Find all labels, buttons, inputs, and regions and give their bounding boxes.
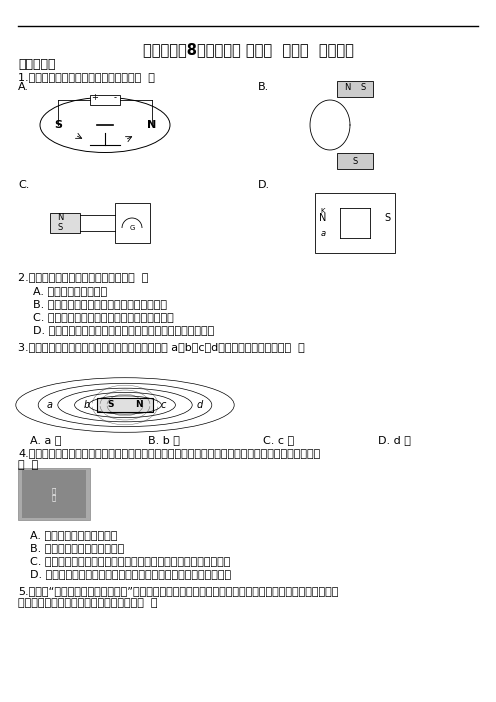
Text: 2.关于电磁现象，下列说法正确的是（  ）: 2.关于电磁现象，下列说法正确的是（ ） bbox=[18, 272, 148, 282]
Text: 3.如图所示的是条形磁体周围的磁感线分布图，在 a、b、c、d四点中，磁场最强的是（  ）: 3.如图所示的是条形磁体周围的磁感线分布图，在 a、b、c、d四点中，磁场最强的… bbox=[18, 342, 305, 352]
Text: A. 钙制品很容易被磁化: A. 钙制品很容易被磁化 bbox=[33, 286, 107, 296]
Text: C. 要使盆栽与底座之间距离不变，可改变电磁铁线圈内的电流方向: C. 要使盆栽与底座之间距离不变，可改变电磁铁线圈内的电流方向 bbox=[30, 556, 230, 566]
Text: S: S bbox=[384, 213, 390, 223]
Text: D. d 点: D. d 点 bbox=[378, 435, 411, 445]
Text: A. a 点: A. a 点 bbox=[30, 435, 62, 445]
Text: B. 电磁继电器中的铁芯，可以用永磁体代替: B. 电磁继电器中的铁芯，可以用永磁体代替 bbox=[33, 299, 167, 309]
Text: S: S bbox=[361, 83, 366, 91]
Text: N: N bbox=[319, 213, 327, 223]
Text: S: S bbox=[54, 120, 62, 130]
Text: S: S bbox=[108, 400, 114, 409]
Text: 浙教版科学8年级下学期 第一章  电与磁  单元试卷: 浙教版科学8年级下学期 第一章 电与磁 单元试卷 bbox=[142, 42, 354, 57]
Bar bbox=[18, 468, 90, 520]
Text: -: - bbox=[114, 93, 117, 102]
Text: 盆
栽: 盆 栽 bbox=[52, 487, 56, 501]
Bar bbox=[97, 398, 153, 412]
Text: A. 盆栽受到的磁力大小不变: A. 盆栽受到的磁力大小不变 bbox=[30, 530, 118, 540]
Text: N: N bbox=[135, 400, 143, 409]
Text: N: N bbox=[147, 120, 157, 130]
Bar bbox=[50, 213, 80, 233]
Text: 1.下列能说明电动机工作原理的实验是（  ）: 1.下列能说明电动机工作原理的实验是（ ） bbox=[18, 72, 155, 82]
Text: B. 底座对桌面的压强大小不变: B. 底座对桌面的压强大小不变 bbox=[30, 543, 124, 553]
Text: D.: D. bbox=[258, 180, 270, 190]
Text: C.: C. bbox=[18, 180, 29, 190]
Text: c: c bbox=[160, 400, 166, 410]
Text: K: K bbox=[321, 208, 325, 214]
Text: a: a bbox=[47, 400, 53, 410]
Text: A.: A. bbox=[18, 82, 29, 92]
Text: （  ）: （ ） bbox=[18, 460, 38, 470]
Text: C. 发电机正常工作时，是将电能转化为机械能: C. 发电机正常工作时，是将电能转化为机械能 bbox=[33, 312, 174, 322]
Text: B. b 点: B. b 点 bbox=[148, 435, 180, 445]
Text: d: d bbox=[197, 400, 203, 410]
Text: 4.如图所示是利用磁悬浮原理浮在空中的盆栽，盆栽底部有磁体，底座内装有电磁铁，给盆栽浇水前后: 4.如图所示是利用磁悬浮原理浮在空中的盆栽，盆栽底部有磁体，底座内装有电磁铁，给… bbox=[18, 448, 320, 458]
Text: D. 要使盆栽与底座之间距离不变，可适当增大电磁铁线圈内的电流: D. 要使盆栽与底座之间距离不变，可适当增大电磁铁线圈内的电流 bbox=[30, 569, 231, 579]
Text: +: + bbox=[92, 93, 98, 102]
Bar bbox=[337, 81, 373, 97]
Text: 5.在探究“通电螺线管外部磁场分布”的实验中，开关断开时小磁针甲、乙的指向如图所示，当开关闭合时，: 5.在探究“通电螺线管外部磁场分布”的实验中，开关断开时小磁针甲、乙的指向如图所… bbox=[18, 586, 338, 596]
Bar bbox=[90, 95, 120, 105]
Text: D. 直流电动机的换向器，由两个彼此绝缘的金属半圆环组成: D. 直流电动机的换向器，由两个彼此绝缘的金属半圆环组成 bbox=[33, 325, 214, 335]
Text: N: N bbox=[344, 83, 350, 91]
Bar bbox=[115, 203, 150, 243]
Text: 通电螺线管有磁性，则下列说法正确的是（  ）: 通电螺线管有磁性，则下列说法正确的是（ ） bbox=[18, 598, 158, 608]
Text: b: b bbox=[84, 400, 90, 410]
Text: 一、选择题: 一、选择题 bbox=[18, 58, 56, 71]
Text: S: S bbox=[58, 223, 62, 232]
Text: N: N bbox=[57, 213, 63, 223]
Text: C. c 点: C. c 点 bbox=[263, 435, 294, 445]
Bar bbox=[22, 470, 86, 518]
Text: S: S bbox=[352, 157, 358, 166]
Bar bbox=[315, 193, 395, 253]
Text: a: a bbox=[320, 228, 325, 237]
Bar bbox=[337, 153, 373, 169]
Text: G: G bbox=[129, 225, 135, 231]
Text: B.: B. bbox=[258, 82, 269, 92]
